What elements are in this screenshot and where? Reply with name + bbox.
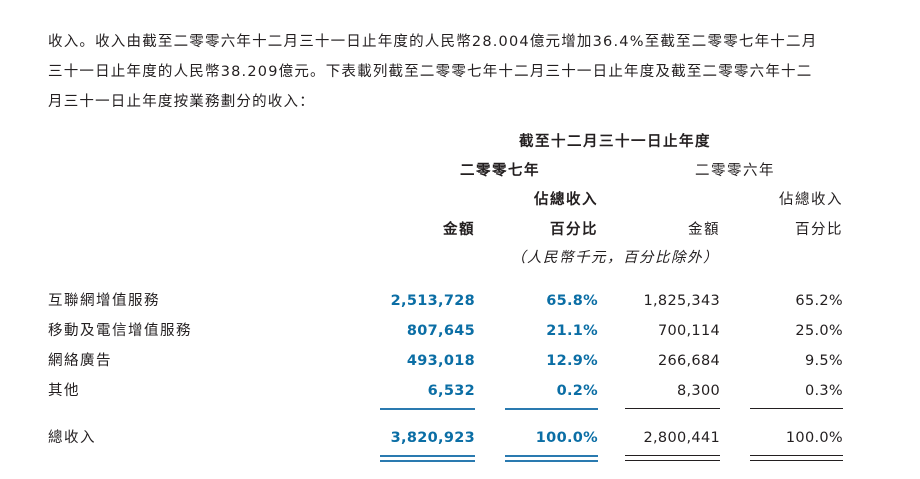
double-rule — [505, 460, 598, 462]
double-rule — [750, 460, 843, 461]
cell-value: 100.0% — [785, 430, 843, 446]
row-label: 網絡廣告 — [48, 353, 112, 369]
column-header: 百分比 — [795, 222, 843, 238]
paragraph-line: 收入。收入由截至二零零六年十二月三十一日止年度的人民幣28.004億元增加36.… — [48, 34, 818, 50]
cell-value: 2,800,441 — [643, 430, 720, 446]
cell-value: 2,513,728 — [390, 293, 475, 309]
row-label: 移動及電信增值服務 — [48, 323, 192, 339]
rule — [505, 408, 598, 410]
cell-value: 1,825,343 — [643, 293, 720, 309]
cell-value: 493,018 — [406, 353, 475, 369]
cell-value: 266,684 — [657, 353, 720, 369]
column-header: 金額 — [688, 222, 720, 238]
year-header: 二零零七年 — [460, 163, 540, 179]
double-rule — [750, 455, 843, 456]
cell-value: 25.0% — [795, 323, 843, 339]
row-label: 互聯網增值服務 — [48, 293, 160, 309]
share-header: 佔總收入 — [534, 192, 598, 208]
cell-value: 3,820,923 — [390, 430, 475, 446]
double-rule — [625, 455, 720, 456]
paragraph-line: 三十一日止年度的人民幣38.209億元。下表載列截至二零零七年十二月三十一日止年… — [48, 64, 813, 80]
double-rule — [380, 460, 475, 462]
cell-value: 807,645 — [406, 323, 475, 339]
rule — [750, 408, 843, 409]
cell-value: 9.5% — [804, 353, 843, 369]
cell-value: 65.2% — [795, 293, 843, 309]
cell-value: 0.2% — [556, 383, 598, 399]
cell-value: 12.9% — [546, 353, 598, 369]
cell-value: 65.8% — [546, 293, 598, 309]
row-label: 其他 — [48, 383, 80, 399]
column-header: 金額 — [443, 222, 475, 238]
cell-value: 0.3% — [804, 383, 843, 399]
rule — [380, 408, 475, 410]
rule — [625, 408, 720, 409]
column-header: 百分比 — [550, 222, 598, 238]
cell-value: 6,532 — [427, 383, 475, 399]
cell-value: 8,300 — [676, 383, 720, 399]
double-rule — [380, 455, 475, 457]
cell-value: 700,114 — [657, 323, 720, 339]
cell-value: 100.0% — [535, 430, 598, 446]
year-header: 二零零六年 — [695, 163, 775, 179]
double-rule — [625, 460, 720, 461]
double-rule — [505, 455, 598, 457]
cell-value: 21.1% — [546, 323, 598, 339]
share-header: 佔總收入 — [779, 192, 843, 208]
period-header: 截至十二月三十一日止年度 — [519, 134, 711, 150]
row-label: 總收入 — [48, 430, 96, 446]
paragraph-line: 月三十一日止年度按業務劃分的收入： — [48, 94, 315, 110]
unit-note: （人民幣千元，百分比除外） — [511, 250, 719, 266]
